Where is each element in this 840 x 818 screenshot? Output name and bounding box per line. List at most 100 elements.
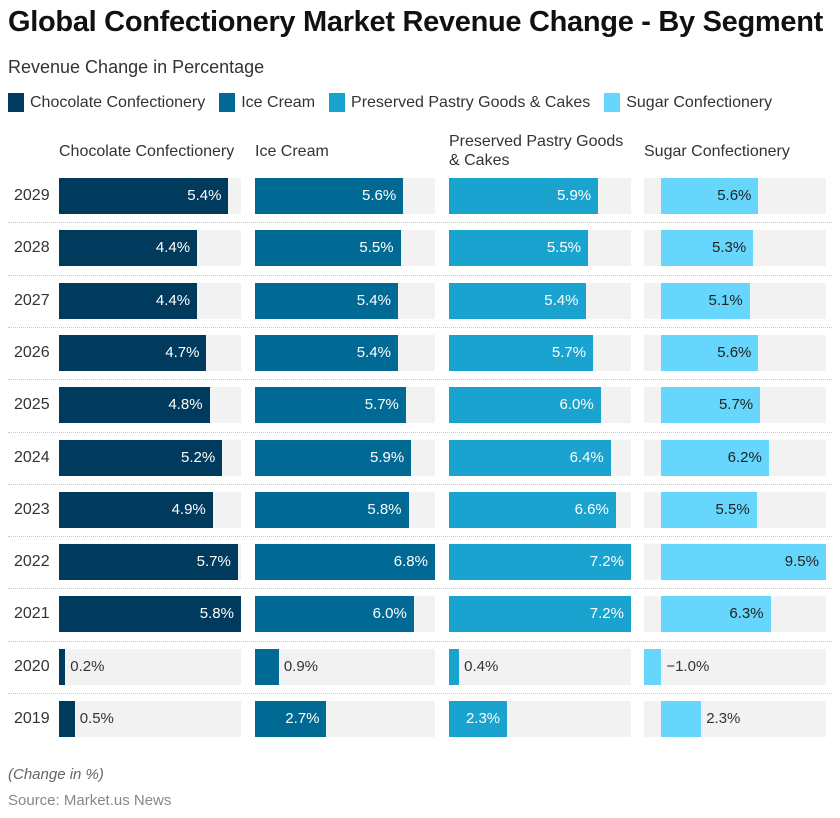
legend-item: Preserved Pastry Goods & Cakes bbox=[329, 93, 590, 112]
data-label: 5.7% bbox=[551, 343, 587, 361]
data-label: 2.3% bbox=[706, 710, 741, 727]
data-label: 4.8% bbox=[168, 396, 203, 414]
bar bbox=[255, 282, 398, 319]
bar bbox=[255, 230, 401, 267]
legend-item: Chocolate Confectionery bbox=[8, 93, 205, 112]
data-label: 7.2% bbox=[589, 553, 624, 571]
data-label: 0.4% bbox=[464, 657, 499, 675]
bar bbox=[59, 387, 210, 424]
bar bbox=[59, 596, 241, 633]
row-separator bbox=[8, 536, 832, 538]
bar bbox=[255, 701, 327, 737]
legend-label: Chocolate Confectionery bbox=[30, 93, 206, 111]
bar bbox=[449, 491, 616, 528]
data-label: 6.4% bbox=[569, 448, 604, 466]
bar bbox=[255, 596, 414, 633]
row-label: 2023 bbox=[14, 500, 50, 518]
bar bbox=[449, 178, 599, 214]
bar bbox=[255, 334, 398, 371]
bar bbox=[59, 334, 207, 371]
bar bbox=[449, 596, 631, 633]
data-label: 6.2% bbox=[727, 448, 762, 466]
legend-swatch bbox=[219, 93, 236, 112]
bar bbox=[661, 334, 759, 371]
row-separator bbox=[8, 693, 832, 694]
data-label: 5.3% bbox=[712, 239, 747, 257]
data-label: 5.8% bbox=[199, 605, 234, 623]
bar bbox=[255, 544, 435, 581]
row-label: 2021 bbox=[14, 605, 50, 623]
bar bbox=[255, 178, 404, 214]
data-label: 9.5% bbox=[784, 553, 819, 571]
row-separator bbox=[8, 326, 832, 328]
legend-item: Sugar Confectionery bbox=[604, 93, 772, 112]
bar bbox=[644, 648, 662, 685]
data-label: 5.8% bbox=[367, 500, 402, 518]
bar bbox=[661, 439, 769, 476]
bar bbox=[661, 178, 759, 214]
chart-title: Global Confectionery Market Revenue Chan… bbox=[8, 6, 824, 38]
source-text: Source: Market.us News bbox=[8, 792, 172, 809]
data-label: −1.0% bbox=[666, 657, 710, 675]
data-label: 6.0% bbox=[372, 605, 407, 623]
bar bbox=[449, 701, 508, 737]
data-label: 5.7% bbox=[718, 396, 754, 414]
data-label: 5.6% bbox=[362, 187, 397, 204]
row-label: 2028 bbox=[14, 239, 50, 257]
row-separator bbox=[8, 640, 832, 642]
row-separator bbox=[8, 483, 832, 485]
bar bbox=[59, 230, 198, 267]
bar bbox=[449, 334, 594, 371]
bar bbox=[661, 387, 761, 424]
data-label: 4.7% bbox=[165, 343, 200, 361]
data-label: 5.5% bbox=[715, 500, 750, 518]
bar bbox=[449, 544, 631, 581]
data-label: 2.7% bbox=[285, 710, 320, 727]
unit-note: (Change in %) bbox=[8, 766, 104, 783]
bar bbox=[59, 282, 198, 319]
data-label: 5.4% bbox=[356, 291, 391, 309]
data-label: 0.9% bbox=[283, 657, 319, 675]
legend-item: Ice Cream bbox=[219, 93, 315, 112]
data-label: 5.2% bbox=[180, 448, 216, 466]
bar bbox=[59, 648, 66, 685]
bar bbox=[255, 491, 409, 528]
bar bbox=[59, 701, 75, 737]
row-label: 2029 bbox=[14, 187, 50, 204]
data-label: 5.6% bbox=[717, 187, 752, 204]
data-label: 0.5% bbox=[79, 710, 114, 727]
legend-swatch bbox=[604, 93, 621, 112]
data-label: 0.2% bbox=[70, 657, 105, 675]
bar bbox=[255, 648, 279, 685]
data-label: 5.9% bbox=[556, 187, 592, 204]
data-label: 5.6% bbox=[717, 343, 752, 361]
bar bbox=[59, 439, 223, 476]
bar bbox=[449, 230, 589, 267]
row-label: 2027 bbox=[14, 291, 50, 309]
data-label: 5.4% bbox=[356, 343, 391, 361]
data-label: 6.3% bbox=[729, 605, 764, 623]
legend-label: Preserved Pastry Goods & Cakes bbox=[351, 93, 591, 111]
column-header: Preserved Pastry Goods & Cakes bbox=[449, 133, 624, 169]
data-label: 6.0% bbox=[559, 396, 594, 414]
bar-track bbox=[59, 701, 241, 737]
bar bbox=[59, 544, 238, 581]
legend-swatch bbox=[8, 93, 24, 112]
bar-track bbox=[449, 648, 631, 685]
row-label: 2025 bbox=[14, 396, 50, 414]
legend: Chocolate Confectionery Ice Cream Preserve… bbox=[8, 93, 772, 112]
row-label: 2020 bbox=[14, 657, 50, 675]
bar bbox=[449, 282, 586, 319]
legend-swatch bbox=[329, 93, 346, 112]
bar-track bbox=[255, 648, 435, 685]
bar bbox=[661, 544, 826, 581]
legend-label: Sugar Confectionery bbox=[626, 93, 773, 111]
data-label: 5.1% bbox=[708, 291, 743, 309]
row-label: 2019 bbox=[14, 710, 50, 727]
data-label: 5.4% bbox=[187, 187, 222, 204]
row-separator bbox=[8, 379, 832, 381]
bar bbox=[449, 439, 611, 476]
row-label: 2026 bbox=[14, 343, 50, 361]
bar bbox=[661, 491, 757, 528]
column-header: Ice Cream bbox=[255, 143, 329, 160]
